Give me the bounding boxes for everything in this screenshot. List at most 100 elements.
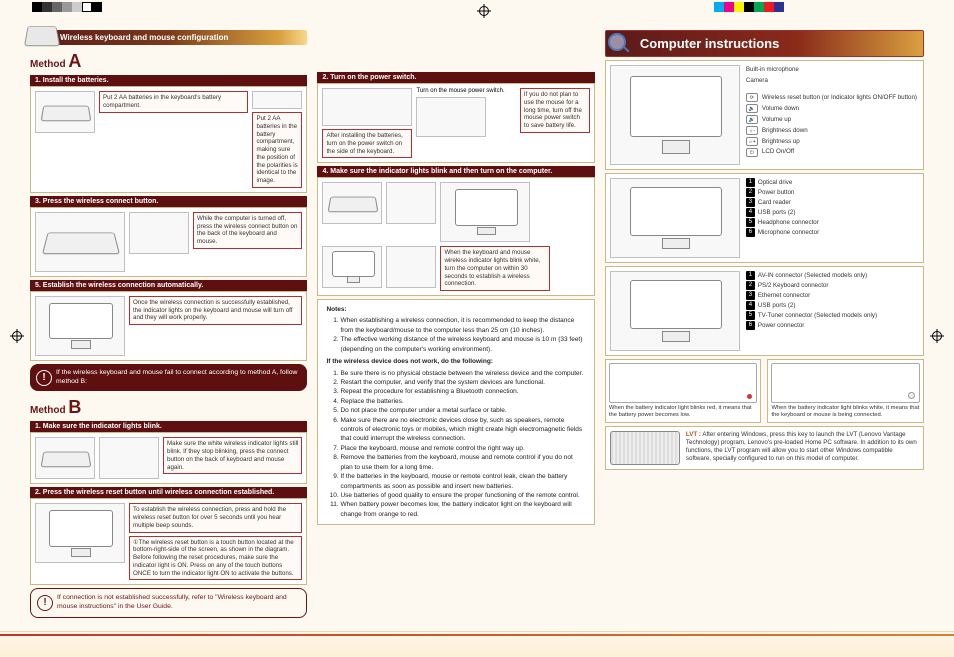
illus-batteries (252, 91, 302, 109)
indicator-row: When the battery indicator light blinks … (605, 359, 924, 423)
notes-title: Notes: (326, 305, 585, 314)
step-header: 2. Press the wireless reset button until… (30, 487, 307, 498)
brightness-down-icon: ☼- (746, 126, 758, 135)
side-ports: 1Optical drive 2Power button 3Card reade… (746, 178, 919, 258)
illus-monitor-setup (35, 296, 125, 356)
registration-mark (477, 4, 491, 18)
spacer (317, 30, 594, 52)
step-a3: 3. Press the wireless connect button. Wh… (30, 196, 307, 277)
note-item: If the batteries in the keyboard, mouse … (340, 472, 585, 491)
step-header: 5. Establish the wireless connection aut… (30, 280, 307, 291)
page-spread: Wireless keyboard and mouse configuratio… (30, 30, 924, 627)
callout: ①The wireless reset button is a touch bu… (129, 536, 302, 581)
note-item: When establishing a wireless connection,… (340, 316, 585, 335)
method-a-title: Method A (30, 51, 307, 72)
illus-kb (322, 182, 382, 224)
note-item: Restart the computer, and verify that th… (340, 378, 585, 387)
callout: If you do not plan to use the mouse for … (520, 88, 590, 133)
step-header: 2. Turn on the power switch. (317, 72, 594, 83)
illus-monitor-rear (610, 271, 740, 351)
vol-down-icon: 🔉 (746, 104, 758, 113)
step-a1: 1. Install the batteries. Put 2 AA batte… (30, 75, 307, 193)
illus-kb-switch (322, 88, 412, 126)
rear-ports: 1AV-IN connector (Selected models only) … (746, 271, 919, 351)
illus-monitor-reset (35, 503, 125, 563)
illus-mouse-back (129, 212, 189, 254)
left-banner: Wireless keyboard and mouse configuratio… (30, 30, 307, 45)
note-item: Use batteries of good quality to ensure … (340, 491, 585, 500)
vol-up-icon: 🔊 (746, 115, 758, 124)
note-item: Do not place the computer under a metal … (340, 406, 585, 415)
front-labels: Built-in microphone Camera ⟳Wireless res… (746, 65, 919, 165)
illus-keyboard-lvt (610, 431, 680, 465)
indicator-white: When the battery indicator light blinks … (767, 359, 924, 423)
illus-mouse (99, 437, 159, 479)
lvt-box: LVT : After entering Windows, press this… (605, 426, 924, 470)
method-b-title: Method B (30, 397, 307, 418)
illus-mouse (386, 182, 436, 224)
column-middle: 2. Turn on the power switch. After insta… (317, 30, 594, 627)
callout: Put 2 AA batteries in the battery compar… (252, 112, 302, 188)
warning-method-a: If the wireless keyboard and mouse fail … (30, 364, 307, 392)
illus-keyboard-battery (35, 91, 95, 133)
column-left: Wireless keyboard and mouse configuratio… (30, 30, 307, 627)
banner-text: Wireless keyboard and mouse configuratio… (60, 33, 228, 42)
lcd-icon: ⏻ (746, 148, 758, 157)
notes-box: Notes: When establishing a wireless conn… (317, 299, 594, 525)
step-a2: 2. Turn on the power switch. After insta… (317, 72, 594, 163)
keyboard-icon (24, 26, 60, 46)
step-a5: 5. Establish the wireless connection aut… (30, 280, 307, 361)
right-banner: Computer instructions (605, 30, 924, 57)
note-item: Be sure there is no physical obstacle be… (340, 369, 585, 378)
callout: While the computer is turned off, press … (193, 212, 302, 249)
illus-keyboard-back (35, 212, 125, 272)
color-bar-left (32, 2, 102, 12)
illus-monitor-side (610, 178, 740, 258)
lvt-text: After entering Windows, press this key t… (686, 431, 917, 462)
callout: When the keyboard and mouse wireless ind… (440, 246, 550, 291)
callout: Put 2 AA batteries in the keyboard's bat… (99, 91, 248, 113)
spacer (317, 55, 594, 69)
registration-mark (930, 329, 944, 343)
note-item: When battery power becomes low, the batt… (340, 500, 585, 519)
registration-mark (10, 329, 24, 343)
illus-power (386, 246, 436, 288)
warning-method-b: If connection is not established success… (30, 588, 307, 618)
reset-icon: ⟳ (746, 93, 758, 102)
lvt-title: LVT : (686, 431, 701, 438)
callout: Once the wireless connection is successf… (129, 296, 302, 325)
illus-mouse-switch (416, 97, 486, 137)
front-diagram: Built-in microphone Camera ⟳Wireless res… (605, 60, 924, 170)
step-b1: 1. Make sure the indicator lights blink.… (30, 421, 307, 484)
callout: After installing the batteries, turn on … (322, 129, 412, 158)
step-header: 1. Install the batteries. (30, 75, 307, 86)
rear-diagram: 1AV-IN connector (Selected models only) … (605, 266, 924, 356)
bottom-decorative-band (0, 631, 954, 657)
step-header: 3. Press the wireless connect button. (30, 196, 307, 207)
note-item: The effective working distance of the wi… (340, 335, 585, 354)
note-item: Replace the batteries. (340, 397, 585, 406)
illus-monitor-front (610, 65, 740, 165)
step-a4: 4. Make sure the indicator lights blink … (317, 166, 594, 296)
column-right: Computer instructions Built-in microphon… (605, 30, 924, 627)
note-item: Remove the batteries from the keyboard, … (340, 453, 585, 472)
callout: Make sure the white wireless indicator l… (163, 437, 302, 474)
callout: To establish the wireless connection, pr… (129, 503, 302, 532)
illus-keyboard (35, 437, 95, 479)
notes-subtitle: If the wireless device does not work, do… (326, 357, 585, 366)
step-header: 4. Make sure the indicator lights blink … (317, 166, 594, 177)
note-item: Make sure there are no electronic device… (340, 416, 585, 444)
illus-monitor (440, 182, 530, 242)
color-bar-right (714, 2, 784, 12)
banner-text: Computer instructions (640, 36, 779, 51)
illus-monitor-small (322, 246, 382, 288)
magnifier-icon (608, 33, 632, 57)
label: Turn on the mouse power switch. (416, 88, 515, 94)
step-header: 1. Make sure the indicator lights blink. (30, 421, 307, 432)
step-b2: 2. Press the wireless reset button until… (30, 487, 307, 585)
note-item: Place the keyboard, mouse and remote con… (340, 444, 585, 453)
side-diagram: 1Optical drive 2Power button 3Card reade… (605, 173, 924, 263)
brightness-up-icon: ☼+ (746, 137, 758, 146)
indicator-red: When the battery indicator light blinks … (605, 359, 762, 423)
note-item: Repeat the procedure for establishing a … (340, 387, 585, 396)
